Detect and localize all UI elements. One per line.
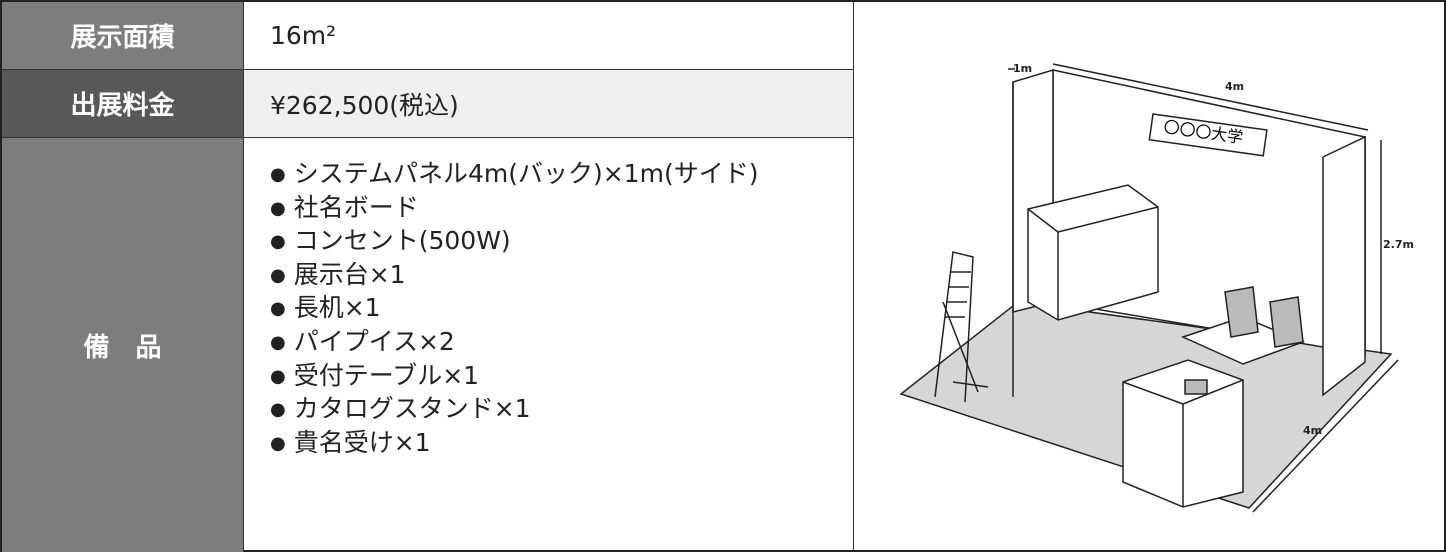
- row-value: 16m²: [244, 2, 854, 70]
- item: パイプイス×2: [270, 326, 758, 360]
- row-value: システムパネル4m(バック)×1m(サイド)社名ボードコンセント(500W)展示…: [244, 138, 854, 552]
- row-value: ¥262,500(税込): [244, 70, 854, 138]
- item: 貴名受け×1: [270, 427, 758, 461]
- item: カタログスタンド×1: [270, 393, 758, 427]
- row-label: 展示面積: [2, 2, 244, 70]
- item: システムパネル4m(バック)×1m(サイド): [270, 158, 759, 192]
- item: 長机×1: [270, 292, 758, 326]
- item-list: システムパネル4m(バック)×1m(サイド)社名ボードコンセント(500W)展示…: [270, 158, 759, 461]
- item: 社名ボード: [270, 192, 758, 226]
- row-label: 備 品: [2, 138, 244, 552]
- dimension-label: 1m: [1013, 62, 1032, 75]
- item: 展示台×1: [270, 259, 758, 293]
- booth-illustration: 1m 4m 2.7m 4m 〇〇〇大学: [899, 62, 1414, 513]
- item: コンセント(500W): [270, 225, 758, 259]
- item: 受付テーブル×1: [270, 360, 758, 394]
- dimension-label: 2.7m: [1383, 238, 1414, 251]
- dimension-label: 4m: [1303, 424, 1322, 437]
- dimension-label: 4m: [1225, 80, 1244, 93]
- row-label: 出展料金: [2, 70, 244, 138]
